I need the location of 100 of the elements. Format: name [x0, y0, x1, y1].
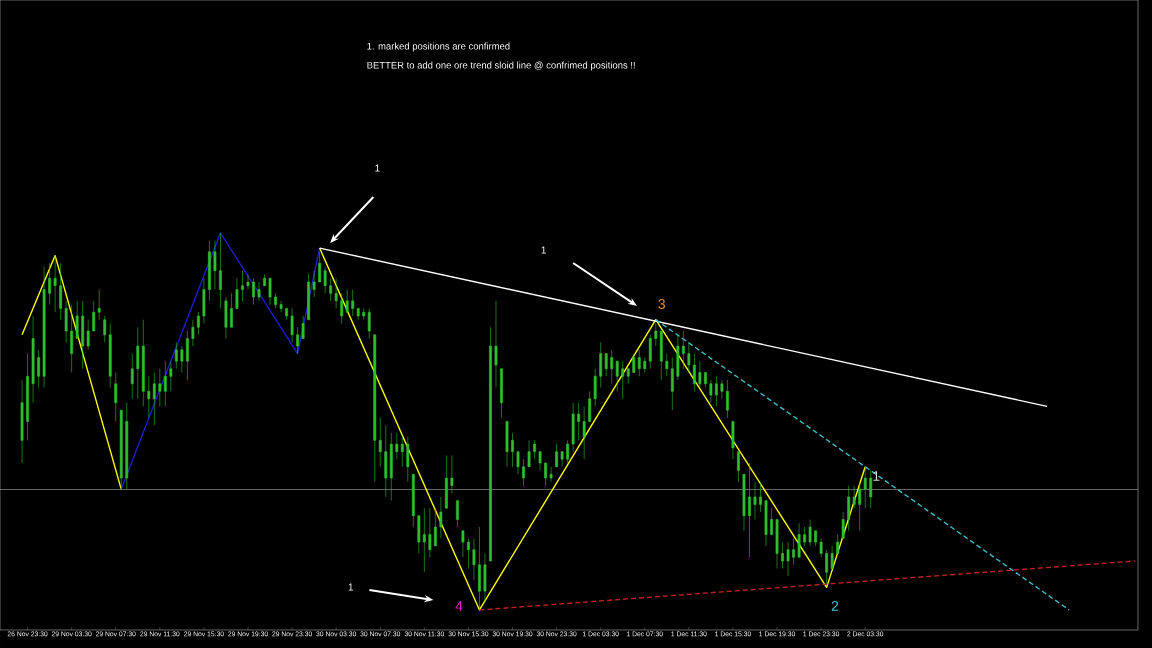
candlestick [808, 519, 812, 547]
candlestick [340, 293, 344, 324]
candlestick [494, 300, 498, 388]
candlestick [345, 289, 349, 313]
candlestick [241, 270, 244, 302]
candlestick [230, 293, 233, 328]
annotation: 2 [831, 601, 839, 611]
candlestick [489, 326, 492, 562]
candlestick [770, 507, 773, 535]
candlestick [114, 372, 118, 422]
candlestick [825, 549, 829, 584]
candlestick [511, 432, 514, 468]
candlestick [681, 330, 685, 369]
candlestick [433, 507, 437, 547]
candlestick [169, 360, 173, 392]
candlestick [814, 530, 818, 547]
candlestick [588, 391, 592, 422]
candlestick [296, 326, 299, 354]
annotation: 4 [455, 601, 463, 611]
candlestick [775, 519, 779, 569]
candlestick [632, 353, 636, 373]
candlestick [208, 240, 211, 302]
candlestick [720, 379, 724, 400]
text: 1. marked positions are confirmed [367, 42, 510, 52]
candlestick [97, 289, 101, 320]
candlestick [527, 440, 531, 468]
candlestick [792, 538, 795, 566]
candlestick [698, 360, 702, 388]
candlestick [312, 270, 316, 298]
candlestick [467, 538, 470, 569]
candlestick [219, 232, 222, 309]
candlestick [439, 496, 443, 539]
candlestick [373, 334, 377, 483]
candlestick [737, 451, 740, 483]
candlestick [637, 349, 641, 377]
candlestick [670, 357, 674, 411]
candlestick [263, 274, 266, 287]
candlestick [75, 300, 79, 339]
candlestick [869, 470, 873, 509]
candlestick [665, 353, 669, 377]
candlestick [64, 300, 68, 343]
candlestick [505, 421, 509, 468]
candlestick [417, 515, 421, 554]
candlestick [803, 526, 806, 547]
candlestick [37, 349, 40, 388]
candlestick [130, 353, 134, 400]
annotation: 1 [873, 471, 880, 481]
candlestick [378, 417, 382, 468]
candlestick [356, 308, 360, 320]
candlestick [500, 368, 503, 419]
candlestick [571, 402, 575, 452]
candlestick [268, 277, 272, 305]
candlestick [483, 553, 487, 603]
candlestick [400, 436, 404, 468]
candlestick [20, 379, 24, 464]
candlestick [389, 432, 393, 501]
annotation: 1 [348, 583, 354, 591]
candlestick [152, 372, 156, 426]
candlestick [709, 379, 713, 403]
candlestick [593, 368, 597, 407]
candlestick [797, 522, 801, 558]
annotation: 1 [541, 246, 546, 254]
candlestick [456, 500, 459, 528]
candlestick [863, 466, 867, 509]
candlestick [544, 462, 547, 486]
candlestick [715, 375, 718, 407]
candlestick [92, 300, 96, 332]
candlestick [692, 353, 696, 392]
candlestick [654, 323, 658, 347]
candlestick [577, 402, 581, 441]
candlestick [659, 330, 663, 381]
candlestick [836, 534, 840, 554]
candlestick [533, 440, 536, 460]
candlestick [731, 421, 735, 460]
candlestick [329, 277, 333, 302]
candlestick [764, 500, 768, 547]
candlestick [285, 308, 288, 320]
candlestick [384, 424, 388, 498]
candlestick [847, 485, 851, 532]
candlestick [406, 436, 410, 483]
candlestick [538, 451, 542, 471]
candlestick [202, 277, 206, 324]
candlestick [748, 462, 751, 558]
candlestick [687, 342, 691, 373]
candlestick [516, 451, 520, 475]
text: BETTER to add one ore trend sloid line @ confrimed positions !! [367, 61, 635, 71]
candlestick [48, 262, 52, 305]
candlestick [582, 406, 586, 460]
candlestick [472, 538, 476, 581]
candlestick [626, 368, 630, 385]
candlestick [307, 274, 311, 320]
candlestick [318, 251, 322, 283]
candlestick [279, 300, 283, 313]
candlestick [125, 402, 129, 490]
candlestick [858, 481, 862, 532]
candlestick [191, 319, 195, 347]
annotation: 3 [658, 299, 665, 309]
candlestick [59, 262, 63, 320]
candlestick [147, 375, 151, 419]
candlestick [252, 277, 255, 305]
